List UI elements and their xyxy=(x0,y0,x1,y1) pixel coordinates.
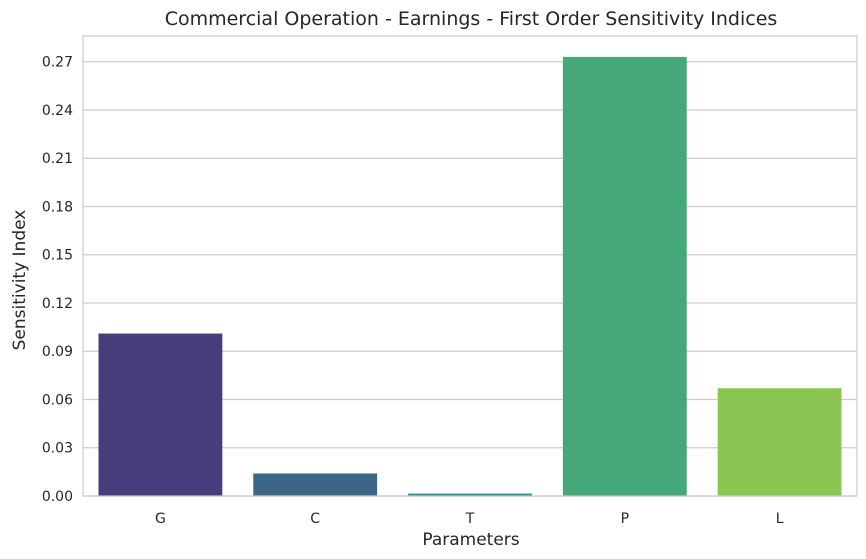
y-tick-labels: 0.00 0.03 0.06 0.09 0.12 0.15 0.18 0.21 0.24 0.27 xyxy=(42,55,73,505)
bar-l xyxy=(717,388,842,496)
x-tick-label-p: P xyxy=(621,511,629,527)
x-tick-label-g: G xyxy=(155,511,166,527)
y-axis-label: Sensitivity Index xyxy=(10,210,30,351)
y-tick-label: 0.00 xyxy=(42,489,73,505)
y-tick-label: 0.09 xyxy=(42,344,73,360)
x-tick-label-l: L xyxy=(776,511,784,527)
x-axis-label: Parameters xyxy=(422,530,519,550)
bar-g xyxy=(98,333,223,496)
y-tick-label: 0.06 xyxy=(42,392,73,408)
chart-title: Commercial Operation - Earnings - First … xyxy=(165,8,778,30)
bar-c xyxy=(253,473,378,496)
y-tick-label: 0.12 xyxy=(42,296,73,312)
bar-p xyxy=(562,56,687,497)
x-tick-label-t: T xyxy=(465,511,475,527)
bars xyxy=(98,56,842,497)
y-tick-label: 0.24 xyxy=(42,103,73,119)
plot-frame xyxy=(82,35,858,497)
bar-t xyxy=(408,493,532,496)
y-tick-label: 0.21 xyxy=(42,151,73,167)
y-tick-label: 0.15 xyxy=(42,248,73,264)
y-tick-label: 0.03 xyxy=(42,441,73,457)
x-tick-label-c: C xyxy=(310,511,320,527)
y-tick-label: 0.18 xyxy=(42,199,73,215)
y-tick-label: 0.27 xyxy=(42,55,73,71)
